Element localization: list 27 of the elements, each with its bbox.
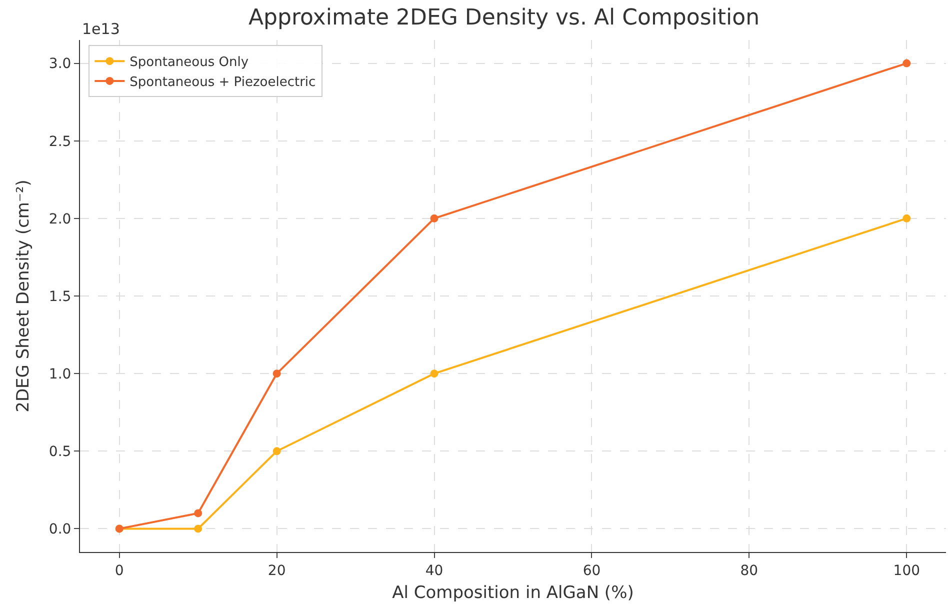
point (194, 509, 202, 518)
legend-label: Spontaneous + Piezoelectric (130, 75, 316, 90)
y-tick-label: 3.0 (48, 56, 72, 72)
x-tick-label: 60 (582, 562, 601, 579)
point (272, 370, 281, 378)
point (902, 59, 911, 68)
text: 1e13 (82, 20, 120, 38)
y-tick-label: 0.0 (48, 522, 72, 538)
x-axis-title: Al Composition in AlGaN (%) (392, 583, 634, 604)
x-tick-label: 20 (268, 562, 286, 579)
chart-title: Approximate 2DEG Density vs. Al Composition (248, 6, 760, 31)
y-tick-label: 0.5 (48, 444, 72, 460)
point (194, 524, 202, 533)
point (430, 370, 438, 378)
x-tick-label: 100 (893, 562, 920, 579)
y-tick-label: 2.0 (48, 211, 72, 228)
legend-label: Spontaneous Only (130, 55, 249, 70)
x-tick-label: 40 (425, 562, 444, 579)
y-axis-title: 2DEG Sheet Density (cm⁻²) (13, 180, 34, 412)
y-tick-label: 1.5 (48, 288, 72, 305)
x-tick-label: 80 (740, 562, 758, 579)
point (430, 214, 438, 222)
point (902, 214, 911, 222)
point (272, 447, 281, 456)
x-tick-label: 0 (114, 562, 124, 579)
y-tick-label: 1.0 (48, 366, 72, 382)
y-tick-label: 2.5 (48, 134, 72, 150)
